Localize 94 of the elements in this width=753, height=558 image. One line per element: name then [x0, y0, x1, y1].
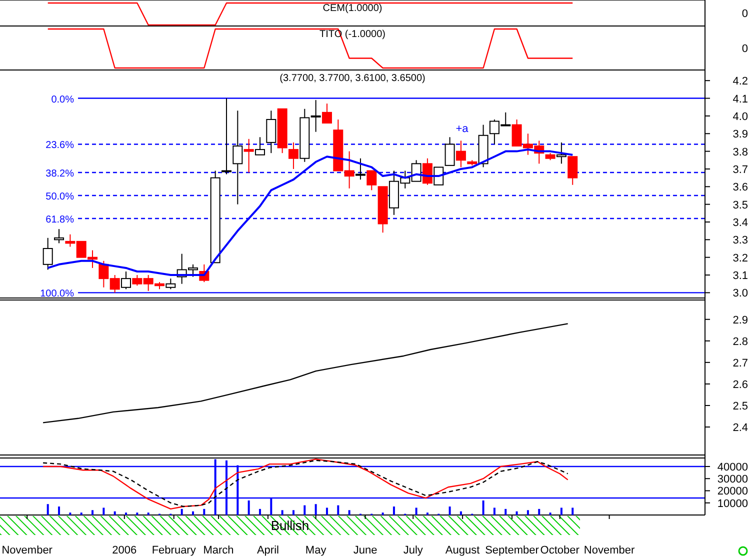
- y-tick-label: 2.7: [732, 357, 748, 370]
- annotation: 100.0%: [40, 288, 74, 300]
- text: 0: [742, 43, 748, 55]
- bar: [392, 506, 395, 515]
- bar: [326, 508, 328, 515]
- candlestick: [244, 138, 254, 174]
- y-tick-label: 3.3: [732, 234, 748, 247]
- y-tick-label: 4.0: [732, 110, 748, 123]
- candlestick: [42, 237, 53, 270]
- bar: [258, 508, 261, 515]
- bar: [572, 508, 574, 515]
- bar: [560, 508, 562, 515]
- candlestick: [121, 270, 132, 290]
- candlestick: [422, 158, 432, 186]
- chart-title: (3.7700, 3.7700, 3.6100, 3.6500): [280, 73, 426, 84]
- y-tick-label: 4.2: [732, 76, 748, 88]
- y-tick-label: 10000: [717, 498, 748, 510]
- line-series: [42, 323, 568, 424]
- bar: [504, 508, 507, 515]
- bar: [482, 500, 484, 515]
- bar: [304, 505, 306, 515]
- x-tick-label: 2006: [112, 544, 137, 556]
- candlestick: [166, 278, 176, 290]
- y-tick-label: 3.0: [732, 288, 748, 300]
- bar: [248, 500, 250, 515]
- candlestick: [366, 170, 377, 191]
- bar: [114, 511, 116, 515]
- y-tick-label: 2.9: [732, 314, 748, 326]
- y-tick-label: 3.9: [732, 128, 748, 141]
- y-tick-label: 3.2: [732, 252, 748, 264]
- bar: [192, 511, 194, 515]
- candlestick: [221, 98, 232, 175]
- bar: [281, 510, 284, 515]
- x-tick-label: April: [256, 544, 279, 556]
- y-tick-label: 3.4: [732, 217, 748, 229]
- bar: [58, 506, 60, 515]
- annotation: 61.8%: [46, 214, 74, 226]
- y-tick-label: 3.7: [732, 164, 748, 176]
- y-tick-label: 2.5: [732, 400, 748, 412]
- candlestick: [456, 140, 466, 168]
- x-tick-label: July: [403, 544, 424, 556]
- annotation: +a: [456, 123, 470, 135]
- candlestick: [556, 142, 566, 164]
- x-tick-label: February: [152, 544, 196, 556]
- x-tick-label: August: [445, 544, 480, 556]
- bar: [203, 508, 206, 515]
- annotation: 38.2%: [46, 168, 74, 180]
- annotation: 0.0%: [51, 94, 74, 106]
- candlestick: [355, 158, 366, 180]
- bar: [292, 510, 294, 515]
- y-tick-label: 3.6: [732, 182, 748, 194]
- bar: [314, 504, 317, 515]
- candlestick: [444, 136, 455, 166]
- y-tick-label: 20000: [717, 486, 748, 498]
- x-tick-label: November: [584, 544, 635, 556]
- bar: [102, 508, 105, 515]
- annotation: 23.6%: [46, 140, 74, 152]
- y-tick-label: 3.8: [732, 146, 748, 158]
- bar: [348, 510, 350, 515]
- x-tick-label: November: [2, 544, 53, 556]
- bar: [460, 511, 462, 515]
- bar: [92, 510, 94, 515]
- candlestick: [232, 110, 243, 205]
- y-tick-label: 40000: [717, 461, 748, 474]
- y-tick-label: 2.8: [732, 336, 748, 348]
- candlestick: [288, 142, 298, 170]
- bar: [415, 508, 418, 515]
- bar: [493, 508, 496, 515]
- y-tick-label: 30000: [717, 474, 748, 486]
- chart-title: CEM(1.0000): [322, 3, 382, 14]
- bar: [538, 508, 540, 515]
- bar: [526, 510, 529, 515]
- x-tick-label: March: [203, 544, 234, 556]
- x-tick-label: June: [353, 544, 378, 556]
- y-tick-label: 4.1: [732, 93, 748, 106]
- candlestick: [266, 110, 276, 154]
- bar: [448, 506, 451, 515]
- x-tick-label: October: [540, 544, 580, 556]
- candlestick: [254, 136, 265, 156]
- candlestick: [568, 156, 578, 186]
- bar: [180, 508, 183, 515]
- x-tick-label: May: [305, 544, 327, 556]
- candlestick: [322, 103, 332, 124]
- x-tick-label: September: [485, 544, 540, 556]
- bar: [516, 511, 518, 515]
- y-tick-label: 2.6: [732, 378, 748, 391]
- text: 0: [742, 8, 748, 20]
- y-tick-label: 3.1: [732, 270, 748, 282]
- bar: [46, 504, 49, 515]
- y-tick-label: 3.5: [732, 199, 748, 212]
- annotation: 50.0%: [46, 191, 74, 202]
- y-tick-label: 2.4: [732, 422, 748, 434]
- candlestick: [54, 228, 64, 244]
- bar: [337, 505, 340, 515]
